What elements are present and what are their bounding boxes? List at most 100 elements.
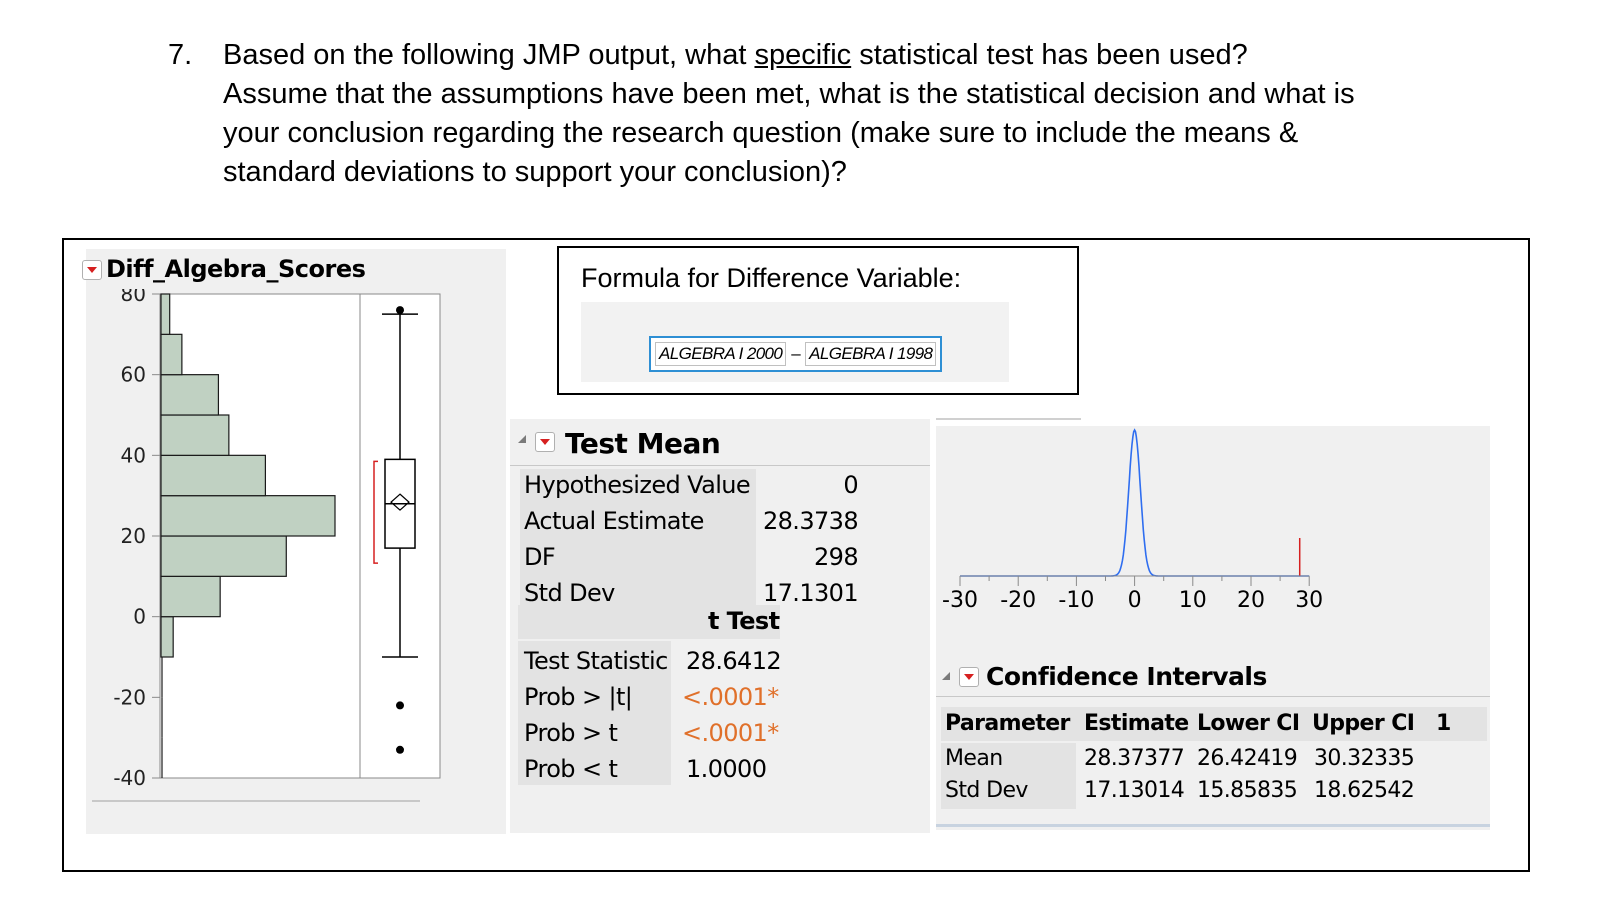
actual-estimate-value: 28.3738 (762, 507, 859, 535)
density-and-ci-panel: -30 -20 -10 0 10 20 30 Confidence Intervals Pa… (936, 418, 1490, 830)
outlier-point (396, 701, 404, 710)
label-column-shade (520, 469, 756, 609)
collapse-triangle-icon[interactable] (942, 672, 950, 680)
red-triangle-menu-icon[interactable] (959, 667, 979, 687)
t-test-header: t Test (708, 607, 780, 635)
question-line-2: Assume that the assumptions have been me… (223, 78, 1355, 110)
ci-col-parameter: Parameter (945, 711, 1070, 736)
prob-gt-t-value: <.0001* (682, 719, 779, 747)
mean-diamond (390, 493, 410, 511)
hypothesized-value: 0 (843, 471, 858, 499)
x-tick-label: 0 (1127, 588, 1142, 613)
x-tick-label: -30 (942, 588, 978, 613)
outlier-point (396, 306, 404, 315)
std-dev-label: Std Dev (524, 579, 615, 607)
formula-box: Formula for Difference Variable: ALGEBRA… (557, 246, 1079, 395)
panel-bottom-rule (936, 824, 1490, 827)
y-tick-label: 40 (121, 443, 146, 467)
histogram-bar (160, 333, 183, 376)
df-value: 298 (813, 543, 859, 571)
formula-editor: ALGEBRA I 2000 – ALGEBRA I 1998 (581, 302, 1009, 382)
question-number: 7. (168, 39, 193, 71)
distribution-panel: Diff_Algebra_Scores 80 60 40 20 0 -20 -40 (82, 249, 506, 834)
x-tick-label: -20 (1000, 588, 1037, 613)
ci-col-level: 1 (1436, 711, 1451, 736)
distribution-panel-header[interactable]: Diff_Algebra_Scores (82, 249, 506, 290)
prob-lt-t-value: 1.0000 (686, 755, 767, 783)
question-line-4: standard deviations to support your conc… (223, 156, 847, 188)
shortest-half-bracket (373, 460, 378, 564)
histogram-bar (160, 616, 174, 658)
prob-lt-t-label: Prob < t (524, 755, 618, 783)
histogram-bar (160, 575, 221, 618)
prob-abs-t-value: <.0001* (682, 683, 779, 711)
histogram-boxplot-chart: 80 60 40 20 0 -20 -40 (86, 289, 506, 802)
confidence-intervals-header[interactable]: Confidence Intervals (936, 656, 1490, 697)
question-line-1-a: Based on the following JMP output, what (223, 39, 755, 71)
panel-divider (92, 800, 420, 802)
ci-stddev-upper: 18.62542 (1314, 778, 1415, 803)
ci-mean-lower: 26.42419 (1197, 746, 1298, 771)
test-mean-panel: Test Mean Hypothesized Value Actual Esti… (510, 419, 930, 833)
test-mean-title: Test Mean (565, 427, 721, 460)
ci-mean-upper: 30.32335 (1314, 746, 1415, 771)
histogram-bar (160, 535, 287, 577)
boxplot (373, 306, 418, 754)
jmp-output-frame (62, 238, 1530, 872)
x-tick-label: -10 (1058, 588, 1095, 613)
red-triangle-menu-icon[interactable] (82, 260, 102, 280)
ci-label-column-shade (941, 743, 1076, 809)
std-dev-value: 17.1301 (762, 579, 859, 607)
density-curve (959, 428, 1310, 586)
x-tick-label: 30 (1295, 588, 1324, 613)
y-tick-label: 0 (133, 605, 146, 629)
minus-operator: – (791, 344, 801, 363)
t-test-header-cell (676, 605, 780, 639)
ci-stddev-lower: 15.85835 (1197, 778, 1298, 803)
formula-expression[interactable]: ALGEBRA I 2000 – ALGEBRA I 1998 (649, 336, 943, 372)
prob-abs-t-label: Prob > |t| (524, 683, 633, 711)
question-line-1-b: statistical test has been used? (851, 39, 1248, 71)
t-distribution-plot (959, 428, 1310, 586)
underlined-word: specific (754, 39, 852, 71)
y-tick-label: -40 (113, 766, 146, 790)
formula-title: Formula for Difference Variable: (581, 263, 962, 293)
distribution-title: Diff_Algebra_Scores (106, 255, 366, 283)
ci-col-upper: Upper CI (1312, 711, 1415, 736)
ci-stddev-estimate: 17.13014 (1084, 778, 1185, 803)
red-triangle-menu-icon[interactable] (535, 432, 555, 452)
actual-estimate-label: Actual Estimate (524, 507, 704, 535)
y-tick-label: 80 (121, 289, 146, 306)
test-statistic-value: 28.6412 (686, 647, 782, 675)
y-axis: 80 60 40 20 0 -20 -40 (113, 289, 160, 790)
collapse-triangle-icon[interactable] (518, 435, 526, 443)
histogram-bar (160, 374, 220, 416)
histogram-bar (160, 293, 171, 335)
outlier-point (396, 745, 404, 754)
density-line (960, 428, 1310, 577)
panel-top-rule (936, 418, 1081, 420)
ci-header-row (941, 707, 1487, 741)
histogram-bar (160, 495, 336, 537)
ci-col-estimate: Estimate (1084, 711, 1189, 736)
test-mean-header[interactable]: Test Mean (510, 419, 930, 466)
question-body: Based on the following JMP output, what … (223, 36, 1513, 192)
test-statistic-label: Test Statistic (524, 647, 668, 675)
histogram-bars (160, 293, 336, 778)
df-label: DF (524, 543, 556, 571)
formula-term-1[interactable]: ALGEBRA I 2000 (655, 342, 787, 366)
formula-term-2[interactable]: ALGEBRA I 1998 (805, 342, 937, 366)
t-label-column-shade (518, 641, 671, 785)
density-axis-labels: -30 -20 -10 0 10 20 30 (936, 584, 1490, 614)
x-tick-label: 20 (1237, 588, 1265, 613)
histogram-bar (160, 454, 267, 497)
ci-mean-estimate: 28.37377 (1084, 746, 1185, 771)
ci-row-stddev-label: Std Dev (945, 778, 1028, 803)
confidence-intervals-title: Confidence Intervals (986, 662, 1267, 691)
question-line-3: your conclusion regarding the research q… (223, 117, 1299, 149)
histogram-bar (160, 414, 230, 456)
ci-col-lower: Lower CI (1197, 711, 1300, 736)
prob-gt-t-label: Prob > t (524, 719, 618, 747)
ci-row-mean-label: Mean (945, 746, 1003, 771)
hypothesized-value-label: Hypothesized Value (524, 471, 751, 499)
